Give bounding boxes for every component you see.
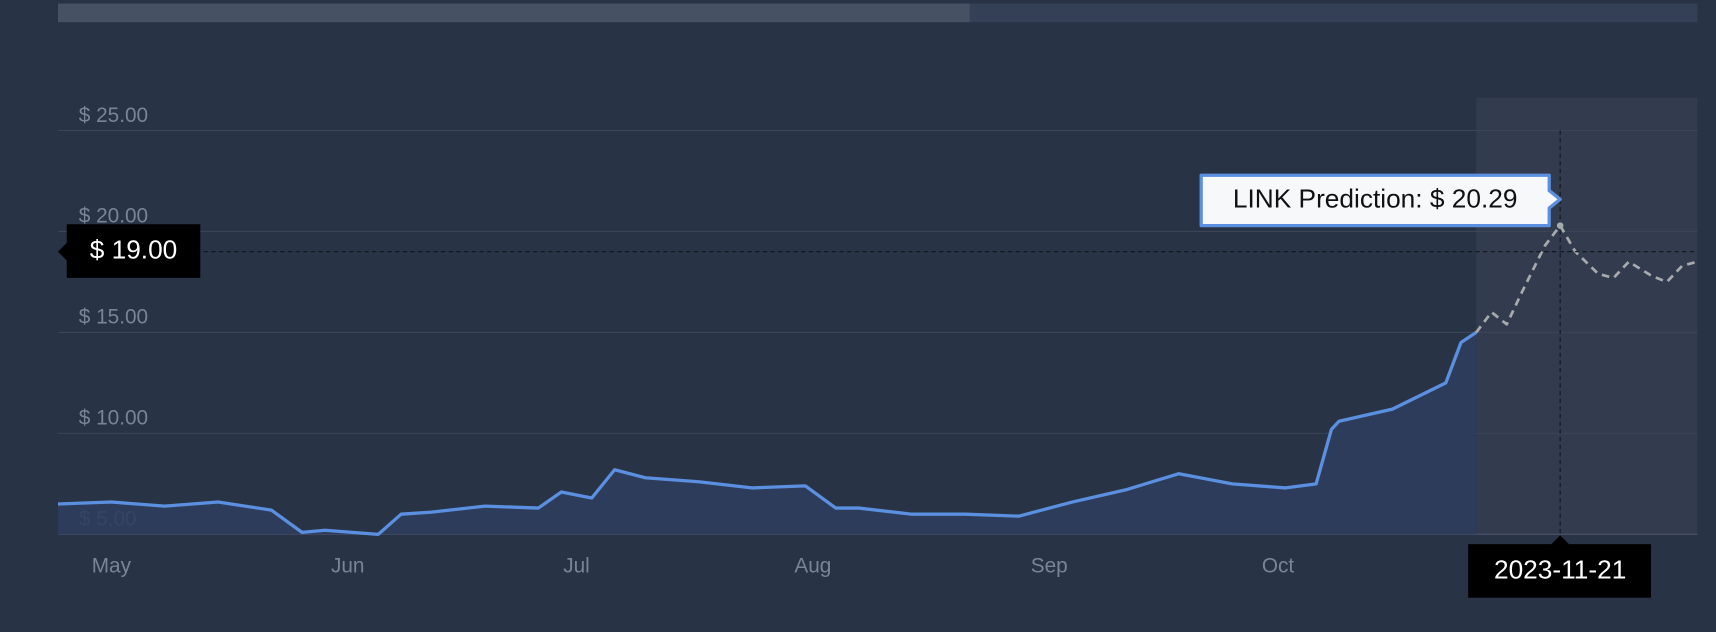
tooltip-point — [1556, 222, 1564, 229]
price-line — [57, 331, 1478, 536]
x-tick-label: Sep — [1031, 555, 1068, 578]
y-tick-label: $ 20.00 — [79, 205, 148, 228]
crosshair-y-box — [58, 224, 201, 278]
crosshair-x-box — [1468, 535, 1651, 598]
forecast-line — [1475, 224, 1698, 334]
x-tick-label: Oct — [1262, 555, 1295, 578]
forecast-region — [1476, 97, 1698, 535]
y-tick-label: $ 25.00 — [79, 104, 148, 127]
y-tick-label: $ 10.00 — [79, 407, 148, 430]
y-tick-label: $ 15.00 — [79, 306, 148, 329]
x-tick-label: Jun — [331, 555, 365, 578]
area — [58, 332, 1477, 535]
x-tick-label: Aug — [794, 555, 831, 578]
crosshair-y-label: $ 19.00 — [90, 235, 178, 265]
x-tick-label: Jul — [563, 555, 590, 578]
navigator-handle[interactable] — [58, 3, 970, 23]
tooltip-text: LINK Prediction: $ 20.29 — [1233, 183, 1518, 213]
tooltip-box — [1199, 173, 1562, 228]
crosshair-x-label: 2023-11-21 — [1494, 554, 1626, 584]
x-tick-label: May — [92, 555, 132, 578]
